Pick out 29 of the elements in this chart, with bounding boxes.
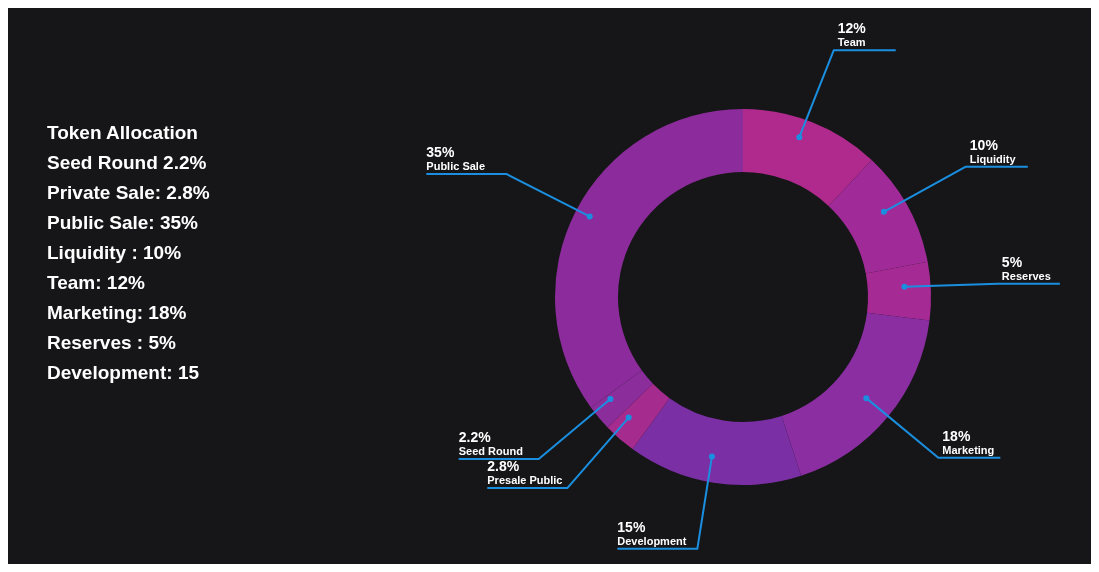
slice-label: Reserves xyxy=(1001,269,1051,282)
data-label: 15% xyxy=(617,518,646,535)
text: Token Allocation xyxy=(47,121,199,145)
slice-label: Team xyxy=(837,36,866,49)
data-label: 12% xyxy=(837,20,867,37)
slice-label: Seed Round xyxy=(458,444,523,457)
text: Private Sale: 2.8% xyxy=(47,181,210,205)
donut-slice xyxy=(781,312,930,476)
slice-label: Liquidity xyxy=(969,152,1017,165)
data-label: 10% xyxy=(969,136,999,153)
text: Public Sale: 35% xyxy=(47,211,199,235)
slice-label: Development xyxy=(617,534,687,547)
data-label: 18% xyxy=(942,427,971,444)
text: Marketing: 18% xyxy=(47,301,188,325)
data-label: 5% xyxy=(1001,253,1023,270)
text: Liquidity : 10% xyxy=(47,241,183,265)
slice-label: Presale Public xyxy=(487,474,563,487)
text: Reserves : 5% xyxy=(47,331,177,355)
data-label: 2.8% xyxy=(487,458,520,475)
text: Team: 12% xyxy=(47,271,146,295)
text: Seed Round 2.2% xyxy=(47,151,208,175)
donut-slice xyxy=(632,398,802,485)
data-label: 2.2% xyxy=(458,428,492,445)
text: Development: 15 xyxy=(47,361,201,385)
donut-slice xyxy=(607,383,670,450)
data-label: 35% xyxy=(426,143,455,160)
slice-label: Marketing xyxy=(942,443,995,456)
donut-slice xyxy=(743,109,872,206)
slice-label: Public Sale xyxy=(426,159,486,172)
